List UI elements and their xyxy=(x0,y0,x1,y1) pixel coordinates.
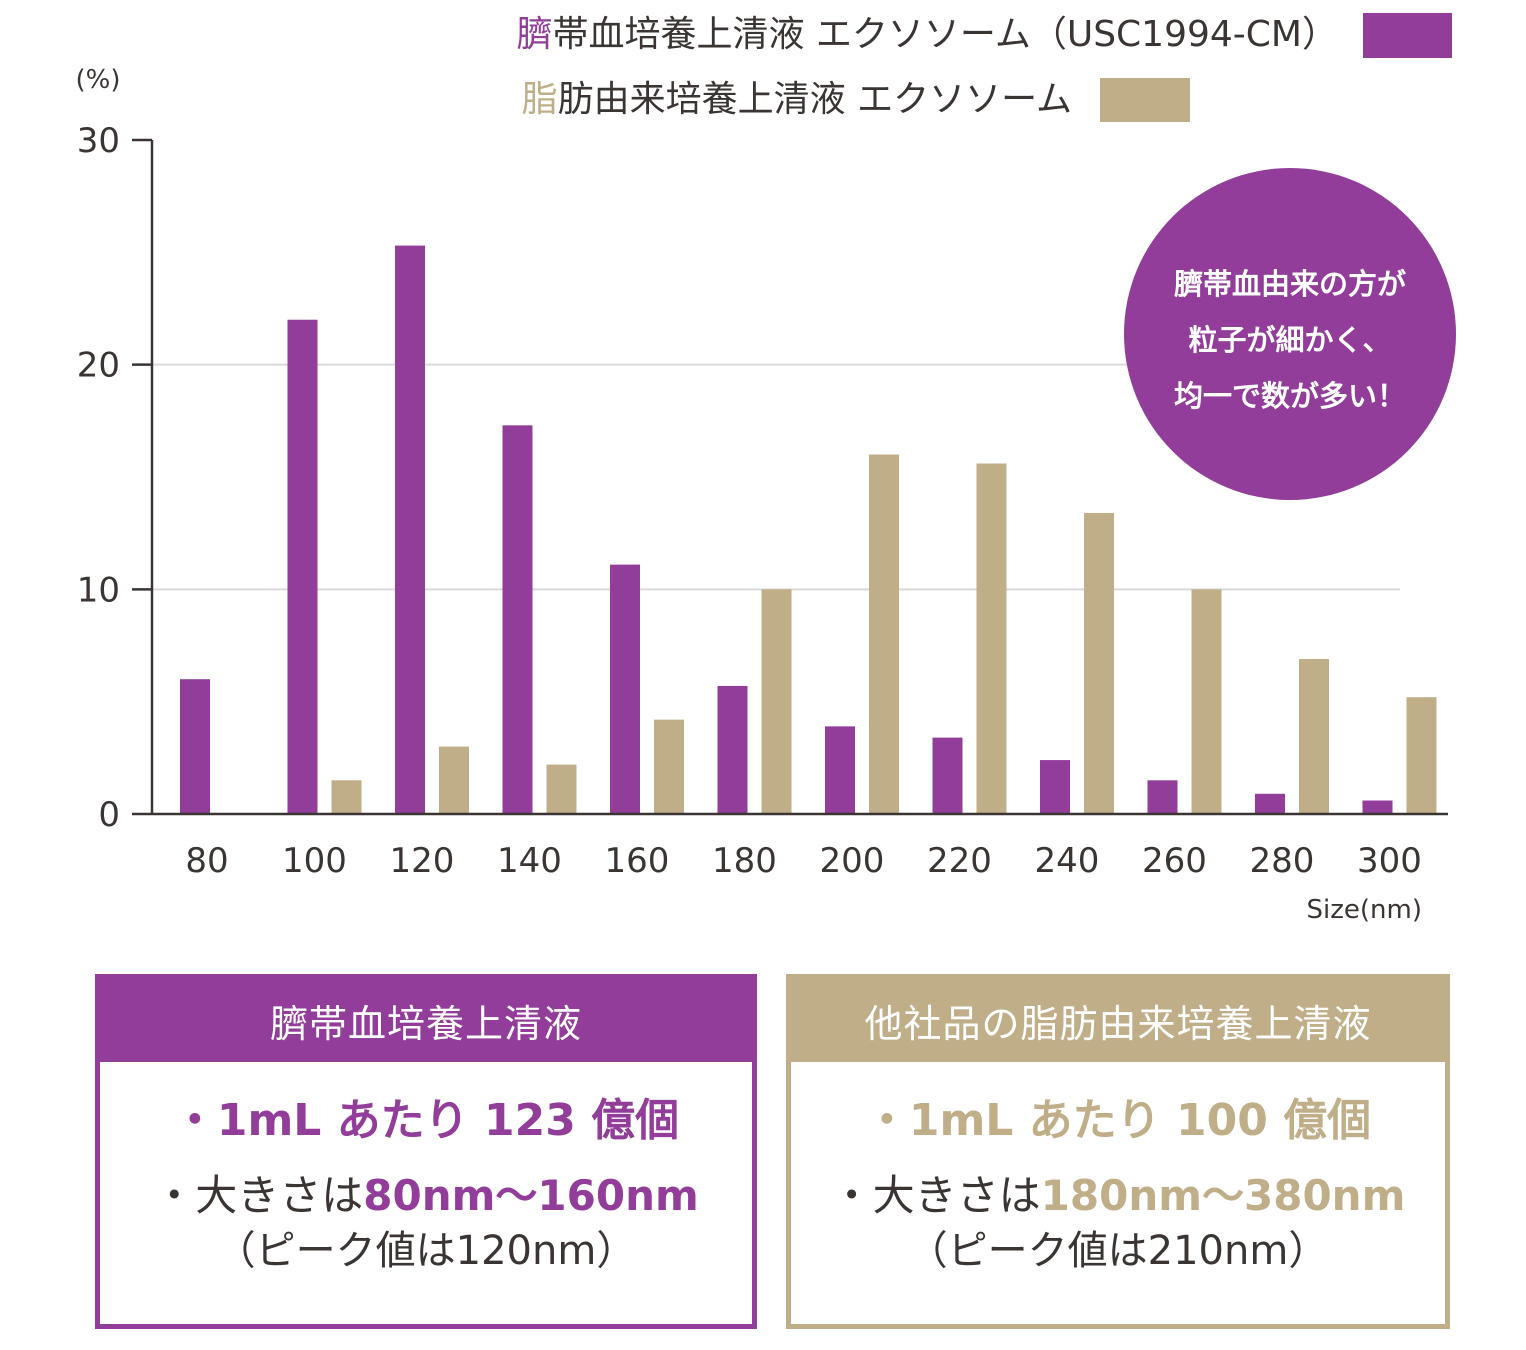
x-tick-label: 160 xyxy=(605,841,670,881)
umbilical-size-line: ・大きさは80nm～160nm xyxy=(100,1168,752,1224)
umbilical-size-prefix: ・大きさは xyxy=(153,1171,364,1220)
x-tick-label: 120 xyxy=(390,841,455,881)
bar xyxy=(1299,658,1329,814)
umbilical-size-range: 80nm～160nm xyxy=(363,1171,699,1220)
y-tick-label: 0 xyxy=(98,795,120,835)
bar xyxy=(825,726,855,814)
x-tick-label: 200 xyxy=(820,841,885,881)
x-tick-label: 280 xyxy=(1250,841,1315,881)
adipose-card-title: 他社品の脂肪由来培養上清液 xyxy=(791,979,1445,1062)
bar xyxy=(1147,780,1178,814)
umbilical-card-title: 臍帯血培養上清液 xyxy=(100,979,752,1062)
adipose-peak: （ピーク値は210nm） xyxy=(907,1228,1329,1274)
x-tick-label: 140 xyxy=(497,841,562,881)
bar xyxy=(654,719,684,814)
legend-lead-umbilical: 臍 xyxy=(516,14,552,55)
bar xyxy=(1362,800,1393,814)
umbilical-summary-card: 臍帯血培養上清液 ・1mL あたり 123 億個 ・大きさは80nm～160nm… xyxy=(95,974,757,1329)
bar xyxy=(439,746,469,814)
bar xyxy=(761,589,792,814)
adipose-count: ・1mL あたり 100 億個 xyxy=(864,1095,1372,1146)
y-tick-label: 20 xyxy=(77,346,120,386)
adipose-size-line: ・大きさは180nm～380nm xyxy=(791,1168,1445,1224)
x-tick-label: 260 xyxy=(1142,841,1207,881)
bar xyxy=(869,454,899,814)
bar xyxy=(717,685,748,814)
adipose-summary-card: 他社品の脂肪由来培養上清液 ・1mL あたり 100 億個 ・大きさは180nm… xyxy=(786,974,1450,1329)
x-tick-label: 240 xyxy=(1035,841,1100,881)
bar xyxy=(1084,512,1114,814)
axes xyxy=(132,138,1448,816)
y-axis-label: (%) xyxy=(76,65,121,95)
legend-label-umbilical: 臍帯血培養上清液 エクソソーム（USC1994-CM） xyxy=(516,14,1338,55)
y-tick-label: 10 xyxy=(77,570,120,610)
umbilical-card-body: ・1mL あたり 123 億個 ・大きさは80nm～160nm （ピーク値は12… xyxy=(100,1062,752,1278)
callout-line-1: 臍帯血由来の方が xyxy=(1174,267,1406,301)
umbilical-peak: （ピーク値は120nm） xyxy=(215,1228,637,1274)
bar xyxy=(502,425,533,814)
y-tick-label: 30 xyxy=(77,121,120,161)
bar xyxy=(610,564,640,814)
bar xyxy=(1040,760,1070,814)
bar-chart: 臍帯血培養上清液 エクソソーム（USC1994-CM） 脂肪由来培養上清液 エク… xyxy=(76,13,1456,925)
legend-label-adipose: 脂肪由来培養上清液 エクソソーム xyxy=(522,79,1072,120)
x-axis-label: Size(nm) xyxy=(1307,895,1422,925)
bar xyxy=(976,463,1007,814)
bar xyxy=(932,737,963,814)
bar xyxy=(1406,697,1437,814)
bar xyxy=(180,679,210,814)
legend-rest-umbilical: 帯血培養上清液 エクソソーム（USC1994-CM） xyxy=(552,14,1338,55)
x-tick-label: 180 xyxy=(712,841,777,881)
bar xyxy=(1191,589,1222,814)
adipose-size-prefix: ・大きさは xyxy=(830,1171,1041,1220)
legend-rest-adipose: 肪由来培養上清液 エクソソーム xyxy=(558,79,1072,120)
x-tick-label: 300 xyxy=(1357,841,1422,881)
callout-line-2: 粒子が細かく、 xyxy=(1188,323,1391,357)
adipose-card-body: ・1mL あたり 100 億個 ・大きさは180nm～380nm （ピーク値は2… xyxy=(791,1062,1445,1278)
callout-line-3: 均一で数が多い！ xyxy=(1174,379,1406,413)
legend-swatch-adipose xyxy=(1100,78,1190,122)
x-tick-label: 80 xyxy=(185,841,228,881)
adipose-size-range: 180nm～380nm xyxy=(1040,1171,1406,1220)
x-tick-labels: 80 100 120 140 160 180 200 220 240 260 280 300 xyxy=(185,841,1422,881)
umbilical-count: ・1mL あたり 123 億個 xyxy=(172,1095,680,1146)
y-tick-labels: 0 10 20 30 xyxy=(77,121,120,835)
callout-circle xyxy=(1124,168,1456,500)
bar xyxy=(395,245,425,815)
bar xyxy=(331,780,362,814)
callout-bubble: 臍帯血由来の方が 粒子が細かく、 均一で数が多い！ xyxy=(1124,168,1456,500)
x-tick-label: 220 xyxy=(927,841,992,881)
x-tick-label: 100 xyxy=(282,841,347,881)
bar xyxy=(546,764,577,814)
bars xyxy=(180,245,1437,815)
legend: 臍帯血培養上清液 エクソソーム（USC1994-CM） 脂肪由来培養上清液 エク… xyxy=(516,13,1452,122)
legend-swatch-umbilical xyxy=(1363,13,1452,58)
bar xyxy=(287,319,318,814)
bar xyxy=(1255,793,1285,814)
legend-lead-adipose: 脂 xyxy=(522,79,558,120)
